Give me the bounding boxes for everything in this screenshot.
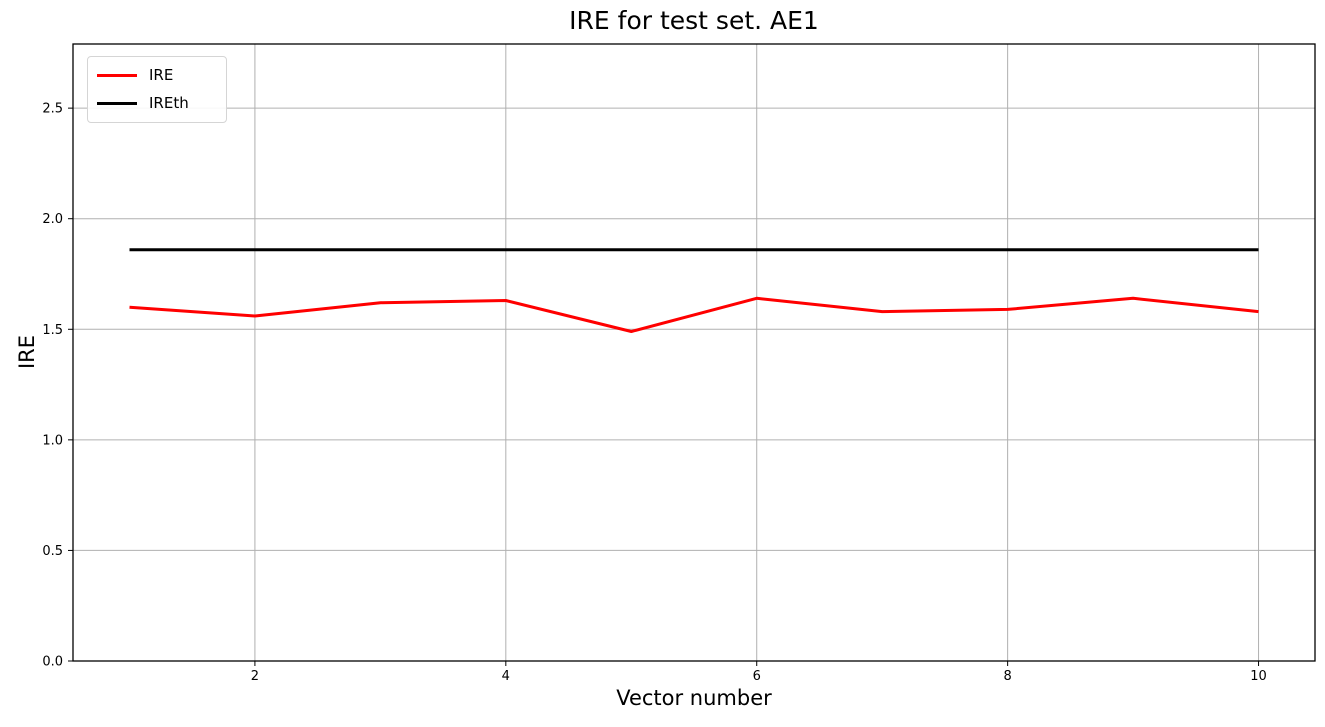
legend-label: IREth [149, 93, 189, 112]
y-tick-label: 2.5 [42, 102, 63, 117]
axes-frame [72, 43, 1316, 662]
x-tick-label: 8 [1003, 669, 1011, 684]
y-tick-label: 0.0 [42, 655, 63, 670]
y-tick-label: 2.0 [42, 212, 63, 227]
x-tick-label: 10 [1250, 669, 1267, 684]
legend-line-swatch-ireth [97, 101, 137, 105]
series-line-ire [129, 296, 1259, 333]
legend-entry-ireth: IREth [88, 93, 226, 112]
x-tick-label: 6 [753, 669, 761, 684]
legend: IRE IREth [87, 56, 227, 123]
x-tick-label: 2 [251, 669, 259, 684]
x-tick-label: 4 [502, 669, 510, 684]
legend-entry-ire: IRE [88, 68, 226, 83]
legend-line-swatch-ire [97, 74, 137, 78]
y-tick-label: 1.0 [42, 433, 63, 448]
x-axis-label: Vector number [616, 686, 772, 710]
legend-label: IRE [149, 66, 174, 85]
y-tick-label: 0.5 [42, 544, 63, 559]
chart-title: IRE for test set. AE1 [569, 6, 819, 35]
y-tick-label: 1.5 [42, 323, 63, 338]
y-axis-label: IRE [15, 334, 39, 370]
